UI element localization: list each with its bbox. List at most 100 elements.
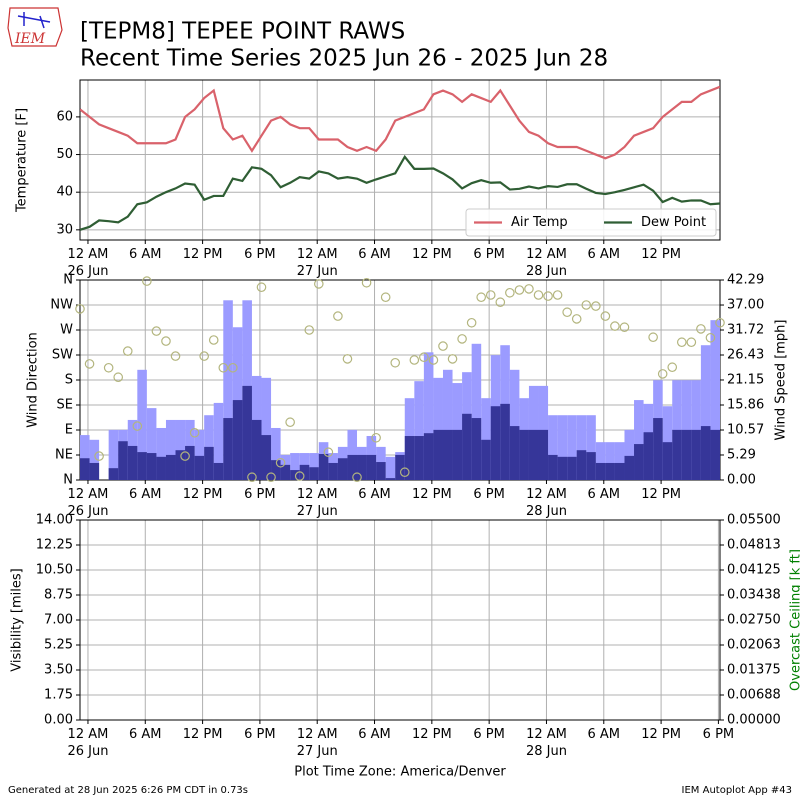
y-axis-label: Visibility [miles] bbox=[10, 568, 25, 671]
direction-point bbox=[447, 354, 458, 364]
direction-point bbox=[294, 471, 305, 481]
x-tick-label: 6 PM bbox=[473, 487, 504, 502]
wind-bar bbox=[146, 453, 157, 480]
wind-bar bbox=[614, 442, 625, 480]
wind-bar bbox=[137, 369, 147, 480]
direction-point bbox=[170, 351, 181, 361]
direction-point bbox=[380, 292, 391, 303]
y-tick-label: 10.50 bbox=[36, 563, 73, 578]
wind-bar bbox=[509, 426, 520, 480]
wind-bar bbox=[261, 435, 272, 480]
x-tick-label: 12 PM bbox=[641, 247, 681, 262]
wind-bar bbox=[624, 429, 635, 480]
wind-bar bbox=[89, 439, 100, 480]
panel: 12 AM 26 Jun 6 AM 12 PM 6 PM 12 AM 27 Jun 6 AM 1… bbox=[15, 79, 721, 279]
x-tick-label: 12 AM 26 Jun bbox=[67, 727, 108, 759]
wind-bar bbox=[662, 442, 673, 480]
wind-bar bbox=[404, 436, 415, 480]
direction-point bbox=[552, 290, 563, 300]
wind-bar bbox=[423, 352, 434, 480]
logo: IEM bbox=[7, 7, 63, 47]
wind-bar bbox=[376, 462, 386, 480]
y-tick-label: W bbox=[60, 323, 73, 338]
wind-bar bbox=[118, 441, 128, 480]
y-tick-label: 8.75 bbox=[44, 588, 73, 603]
wind-bar bbox=[653, 418, 663, 480]
wind-bar bbox=[185, 445, 195, 480]
wind-bar bbox=[357, 454, 367, 480]
wind-bar bbox=[681, 429, 692, 480]
x-tick-label: 6 AM bbox=[588, 487, 621, 502]
wind-bar bbox=[213, 402, 224, 480]
y2-tick-label: 0.00688 bbox=[727, 688, 781, 703]
wind-bar bbox=[127, 445, 138, 480]
wind-bar bbox=[89, 462, 100, 480]
x-tick-label: 12 PM bbox=[183, 487, 223, 502]
wind-bar bbox=[165, 454, 176, 480]
direction-point bbox=[600, 311, 611, 321]
wind-bar bbox=[395, 454, 405, 480]
direction-point bbox=[361, 277, 372, 288]
y2-tick-label: 31.72 bbox=[727, 322, 764, 337]
wind-bar bbox=[223, 300, 233, 480]
wind-bar bbox=[548, 415, 558, 480]
wind-bar bbox=[309, 467, 319, 480]
direction-point bbox=[266, 472, 276, 483]
wind-bar bbox=[500, 403, 510, 480]
footer-right: IEM Autoplot App #43 bbox=[682, 785, 792, 796]
wind-bar bbox=[280, 464, 291, 480]
y2-tick-label: 0.00000 bbox=[727, 713, 781, 728]
direction-point bbox=[371, 432, 381, 443]
wind-bar bbox=[328, 462, 338, 480]
wind-bar bbox=[414, 381, 424, 480]
wind-bar bbox=[471, 343, 482, 480]
direction-point bbox=[543, 291, 553, 301]
x-tick-label: 12 AM 28 Jun bbox=[526, 487, 567, 519]
wind-bar bbox=[385, 456, 396, 480]
wind-bar bbox=[586, 415, 596, 480]
y-tick-label: 30 bbox=[56, 222, 73, 237]
plot-area bbox=[80, 85, 720, 231]
x-tick-label: 12 PM bbox=[412, 487, 452, 502]
x-tick-label: 12 PM bbox=[183, 727, 223, 742]
direction-point bbox=[103, 362, 114, 373]
direction-point bbox=[189, 427, 200, 438]
panel: 12 AM 26 Jun 6 AM 12 PM 6 PM 12 AM 27 Jun 6 AM 1… bbox=[10, 513, 800, 759]
direction-point bbox=[151, 326, 162, 336]
y2-tick-label: 0.03438 bbox=[727, 588, 781, 603]
y2-tick-label: 26.43 bbox=[727, 348, 764, 363]
direction-point bbox=[514, 285, 525, 295]
direction-point bbox=[275, 457, 286, 468]
direction-point bbox=[352, 472, 362, 483]
y-tick-label: 3.50 bbox=[44, 663, 73, 678]
x-tick-label: 12 AM 26 Jun bbox=[67, 247, 108, 279]
wind-bar bbox=[414, 436, 424, 480]
wind-bar bbox=[80, 458, 90, 480]
y-axis-label: Temperature [F] bbox=[15, 108, 30, 213]
wind-bar bbox=[576, 415, 587, 480]
direction-point bbox=[438, 341, 448, 351]
direction-point bbox=[428, 355, 439, 365]
wind-bar bbox=[481, 439, 491, 480]
wind-bar bbox=[165, 419, 176, 480]
direction-point bbox=[75, 304, 85, 314]
wind-bar bbox=[700, 426, 711, 480]
wind-bar bbox=[337, 458, 348, 480]
x-tick-label: 6 PM bbox=[244, 487, 275, 502]
wind-bar bbox=[175, 419, 186, 480]
direction-point bbox=[333, 311, 343, 321]
axes-frame bbox=[79, 79, 721, 241]
y2-tick-label: 15.86 bbox=[727, 397, 764, 412]
wind-bar bbox=[175, 450, 186, 480]
direction-point bbox=[696, 324, 706, 334]
direction-point bbox=[533, 290, 544, 300]
direction-point bbox=[84, 359, 95, 369]
x-tick-label: 12 AM 28 Jun bbox=[526, 247, 567, 279]
x-tick-label: 6 AM bbox=[358, 727, 391, 742]
direction-point bbox=[591, 301, 601, 311]
direction-point bbox=[562, 307, 572, 318]
x-tick-label: 6 AM bbox=[358, 487, 391, 502]
y-tick-label: NW bbox=[50, 298, 73, 313]
y2-tick-label: 42.29 bbox=[727, 273, 764, 288]
